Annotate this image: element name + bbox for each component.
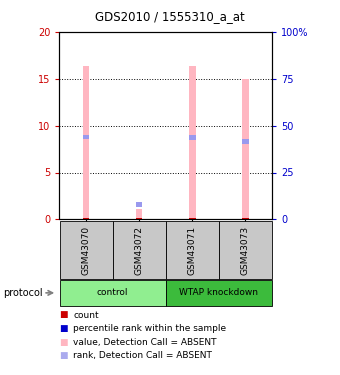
Text: GDS2010 / 1555310_a_at: GDS2010 / 1555310_a_at [95,10,245,23]
Bar [59,221,113,279]
Text: GSM43072: GSM43072 [135,226,144,275]
Text: GSM43073: GSM43073 [241,226,250,275]
Bar [189,66,196,219]
Bar [136,218,142,219]
Text: ■: ■ [59,310,68,320]
Bar [166,280,272,306]
Text: count: count [73,310,99,320]
Bar [166,221,219,279]
Bar [242,218,249,219]
Bar [83,218,89,219]
Text: WTAP knockdown: WTAP knockdown [180,288,258,297]
Text: ■: ■ [59,351,68,360]
Bar [189,218,196,219]
Bar [83,135,89,139]
Text: GSM43070: GSM43070 [82,226,90,275]
Bar [219,221,272,279]
Bar [136,202,142,207]
Text: percentile rank within the sample: percentile rank within the sample [73,324,226,333]
Text: protocol: protocol [3,288,43,298]
Bar [136,209,142,219]
Text: GSM43071: GSM43071 [188,226,197,275]
Bar [59,280,166,306]
Text: ■: ■ [59,338,68,346]
Bar [242,139,249,144]
Text: control: control [97,288,129,297]
Bar [83,66,89,219]
Text: ■: ■ [59,324,68,333]
Bar [189,135,196,140]
Text: rank, Detection Call = ABSENT: rank, Detection Call = ABSENT [73,351,212,360]
Bar [113,221,166,279]
Text: value, Detection Call = ABSENT: value, Detection Call = ABSENT [73,338,217,346]
Bar [242,79,249,219]
